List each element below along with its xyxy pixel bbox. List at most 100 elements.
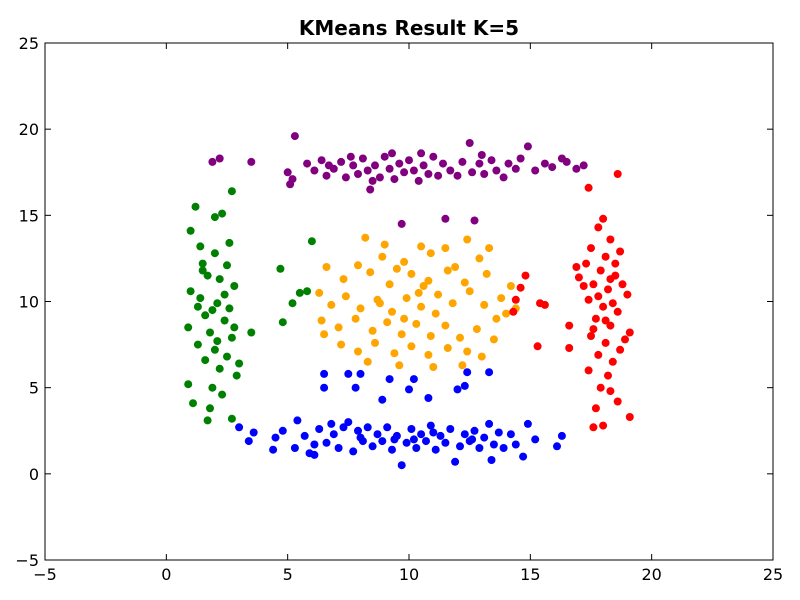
cluster-3-point	[441, 321, 450, 330]
cluster-3-point	[317, 316, 326, 325]
cluster-3-point	[397, 330, 406, 339]
cluster-1-point	[324, 161, 333, 170]
cluster-2-point	[307, 237, 316, 246]
cluster-3-point	[443, 266, 452, 275]
cluster-4-point	[596, 383, 605, 392]
cluster-3-point	[414, 288, 423, 297]
cluster-5-point	[385, 375, 394, 384]
y-tick-label: −5	[15, 551, 39, 570]
cluster-3-point	[375, 299, 384, 308]
cluster-5-point	[489, 440, 498, 449]
cluster-3-point	[400, 257, 409, 266]
cluster-1-point	[453, 171, 462, 180]
cluster-5-point	[334, 444, 343, 452]
cluster-5-point	[354, 426, 362, 435]
cluster-4-point	[596, 266, 605, 275]
cluster-3-point	[463, 235, 472, 244]
cluster-2-point	[232, 371, 241, 380]
cluster-5-point	[320, 383, 329, 392]
cluster-5-point	[422, 437, 430, 446]
cluster-5-point	[409, 435, 418, 444]
cluster-4-point	[601, 338, 610, 347]
cluster-1-point	[409, 166, 418, 175]
cluster-4-point	[608, 299, 617, 308]
cluster-1-point	[368, 176, 377, 185]
cluster-4-point	[536, 299, 544, 308]
cluster-2-point	[186, 287, 195, 296]
x-tick-label: 20	[641, 565, 661, 584]
cluster-1-point	[322, 171, 331, 180]
cluster-3-point	[465, 287, 474, 296]
cluster-1-point	[395, 159, 404, 168]
cluster-1-point	[499, 173, 508, 182]
cluster-3-point	[506, 282, 515, 290]
cluster-3-point	[363, 357, 372, 366]
cluster-5-point	[453, 385, 462, 394]
cluster-1-point	[417, 149, 426, 158]
cluster-3-point	[417, 302, 426, 311]
cluster-2-point	[227, 333, 236, 342]
cluster-5-point	[269, 445, 278, 454]
cluster-1-point	[562, 157, 571, 166]
cluster-3-point	[477, 352, 486, 361]
cluster-4-point	[587, 332, 595, 340]
cluster-1-point	[434, 171, 443, 180]
cluster-5-point	[349, 447, 358, 456]
cluster-5-point	[531, 435, 540, 444]
cluster-1-point	[487, 156, 496, 165]
chart-title: KMeans Result K=5	[299, 16, 519, 40]
cluster-5-point	[468, 435, 477, 444]
cluster-2-point	[213, 299, 222, 308]
cluster-3-point	[322, 263, 331, 271]
cluster-1-point	[366, 185, 375, 194]
cluster-2-point	[196, 294, 205, 303]
cluster-5-point	[480, 433, 489, 442]
x-tick-label: 5	[283, 565, 293, 584]
cluster-2-point	[184, 323, 193, 332]
cluster-4-point	[582, 259, 591, 268]
cluster-5-point	[429, 428, 438, 437]
cluster-5-point	[494, 428, 503, 437]
cluster-3-point	[356, 304, 365, 313]
cluster-3-point	[334, 323, 343, 332]
cluster-5-point	[426, 421, 435, 430]
cluster-5-point	[470, 426, 479, 435]
cluster-3-point	[339, 275, 348, 284]
cluster-3-point	[354, 347, 362, 356]
cluster-1-point	[371, 161, 379, 170]
cluster-5-point	[344, 418, 353, 427]
cluster-3-point	[407, 342, 416, 351]
y-tick-label: 5	[29, 379, 39, 398]
cluster-4-point	[516, 283, 525, 292]
cluster-5-point	[519, 452, 528, 461]
cluster-5-point	[485, 368, 494, 377]
cluster-3-point	[431, 309, 440, 318]
cluster-5-point	[300, 431, 309, 440]
cluster-3-point	[463, 347, 472, 356]
cluster-4-point	[589, 325, 598, 334]
cluster-2-point	[303, 287, 312, 296]
cluster-3-point	[419, 282, 428, 290]
cluster-4-point	[594, 223, 603, 232]
cluster-1-point	[405, 156, 413, 165]
cluster-4-point	[604, 285, 612, 294]
cluster-1-point	[341, 173, 350, 182]
cluster-3-point	[351, 314, 360, 323]
y-tick-label: 0	[29, 465, 39, 484]
cluster-4-point	[623, 290, 632, 299]
cluster-2-point	[220, 316, 229, 325]
scatter-points-layer	[184, 132, 634, 470]
cluster-3-point	[380, 240, 389, 249]
cluster-4-point	[611, 259, 620, 268]
cluster-1-point	[465, 139, 474, 147]
cluster-2-point	[210, 249, 219, 258]
cluster-5-point	[523, 419, 532, 428]
cluster-4-point	[589, 280, 598, 289]
cluster-4-point	[599, 421, 608, 430]
cluster-2-point	[230, 282, 239, 290]
cluster-3-point	[337, 340, 346, 349]
cluster-1-point	[419, 161, 428, 170]
cluster-1-point	[492, 166, 501, 175]
cluster-2-point	[191, 202, 200, 211]
cluster-1-point	[439, 159, 447, 168]
